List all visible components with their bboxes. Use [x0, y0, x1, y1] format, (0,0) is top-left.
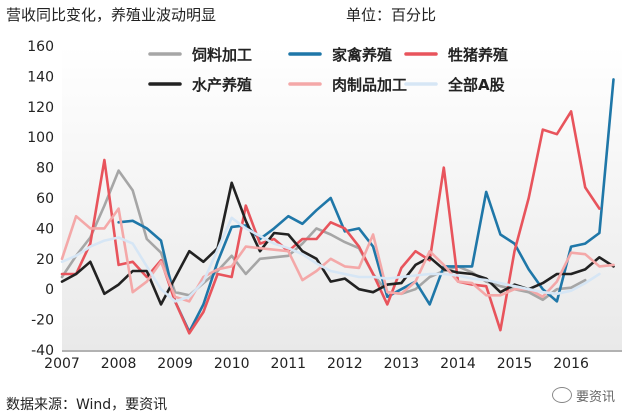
y-tick-label: 20	[36, 252, 54, 268]
y-tick-label: -40	[31, 343, 54, 359]
x-tick-label: 2008	[101, 356, 137, 372]
x-tick-label: 2011	[270, 356, 306, 372]
x-tick-label: 2009	[157, 356, 193, 372]
legend-label: 全部A股	[447, 76, 506, 94]
source-note: 数据来源：Wind，要资讯	[6, 397, 168, 413]
x-tick-label: 2007	[44, 356, 80, 372]
x-tick-label: 2016	[553, 356, 589, 372]
y-tick-label: 160	[27, 39, 54, 55]
y-tick-label: 60	[36, 191, 54, 207]
legend-label: 饲料加工	[191, 46, 252, 64]
legend-label: 牲猪养殖	[448, 46, 508, 64]
series-line-6	[60, 216, 601, 303]
watermark: 要资讯	[552, 386, 615, 405]
y-tick-label: 0	[45, 282, 54, 298]
chart-area: -40 -20 0 20 40 60 80 100 120 140 160 2007 2008 2009 2…	[27, 39, 622, 372]
title-row: 营收同比变化，养殖业波动明显 单位：百分比	[6, 4, 634, 26]
legend-label: 水产养殖	[192, 76, 252, 94]
series-line-5	[60, 207, 615, 303]
legend-label: 家禽养殖	[332, 46, 392, 64]
legend-label: 肉制品加工	[332, 76, 407, 94]
series-line-3	[60, 110, 601, 335]
chart-title: 营收同比变化，养殖业波动明显	[6, 6, 217, 24]
wechat-icon	[552, 387, 572, 403]
watermark-text: 要资讯	[576, 390, 616, 405]
y-tick-label: 100	[27, 130, 54, 146]
x-tick-label: 2013	[384, 356, 420, 372]
y-tick-label: 80	[36, 161, 54, 177]
series-line-2	[117, 78, 615, 334]
y-tick-label: 140	[27, 69, 54, 85]
x-tick-label: 2012	[327, 356, 363, 372]
x-tick-label: 2014	[440, 356, 476, 372]
y-tick-label: 120	[27, 100, 54, 116]
x-tick-label: 2015	[497, 356, 533, 372]
unit-label: 单位：百分比	[346, 6, 437, 24]
y-tick-label: -20	[31, 313, 54, 329]
x-tick-label: 2010	[214, 356, 250, 372]
y-tick-label: 40	[36, 221, 54, 237]
